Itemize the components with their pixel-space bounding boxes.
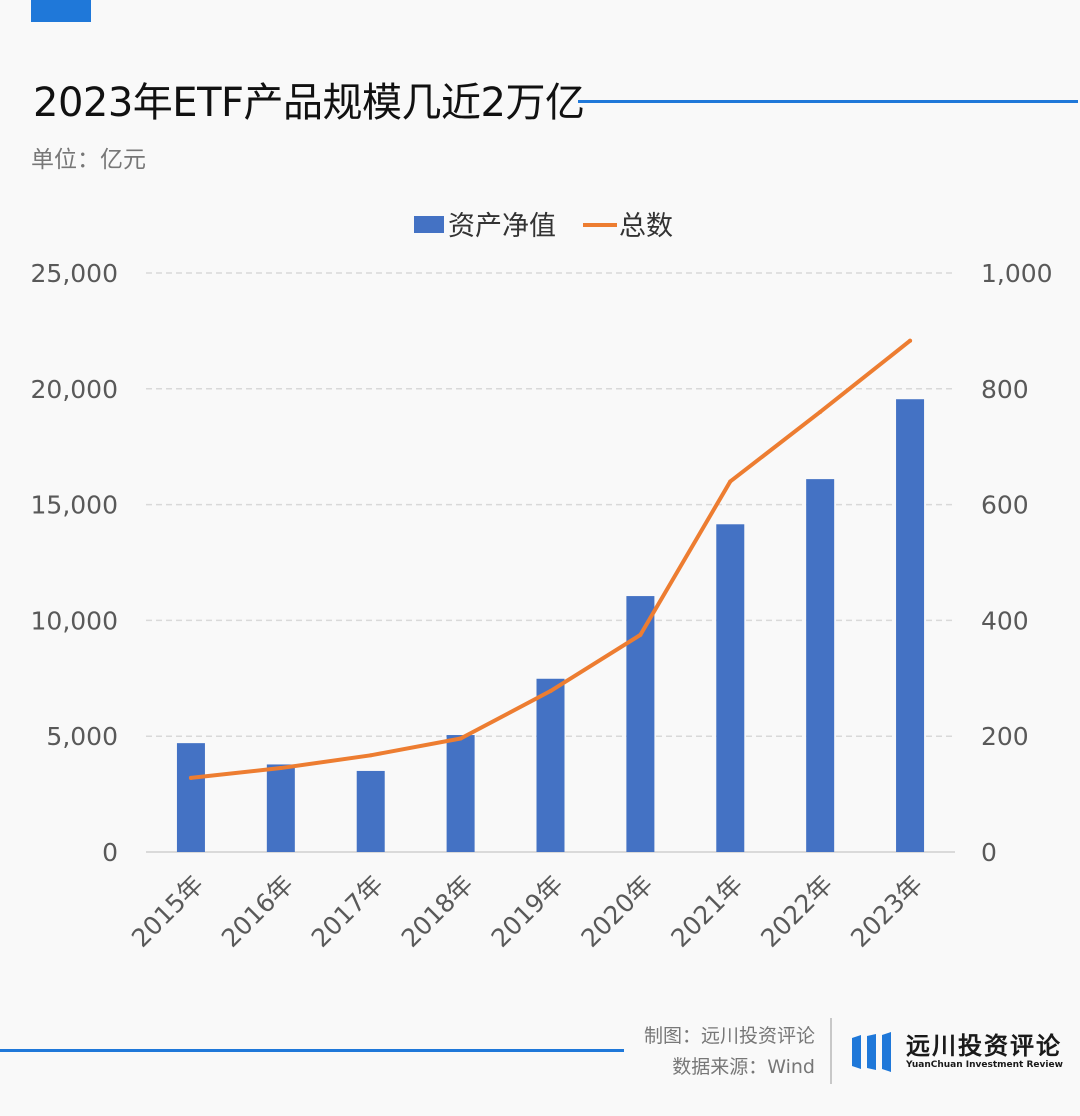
line-point-2021年: [728, 479, 733, 484]
y-left-tick-label: 0: [102, 838, 118, 867]
credits: 制图：远川投资评论 数据来源：Wind: [644, 1021, 815, 1083]
unit-label: 单位：亿元: [31, 147, 146, 173]
y-right-tick-label: 200: [981, 722, 1029, 751]
legend-label-line: 总数: [619, 211, 673, 242]
title-rule: [578, 100, 1078, 103]
y-left-tick-label: 20,000: [31, 375, 118, 404]
footer-rule: [0, 1049, 624, 1052]
line-point-2017年: [368, 753, 373, 758]
bar-2019年: [536, 678, 565, 852]
x-tick-label: 2023年: [845, 870, 928, 953]
y-right-tick-label: 0: [981, 838, 997, 867]
bar-2022年: [806, 479, 835, 852]
bar-2016年: [266, 764, 295, 852]
y-left-tick-label: 10,000: [31, 606, 118, 635]
credit-maker: 制图：远川投资评论: [643, 1025, 815, 1047]
chart: 0 0 5,000 200 10,000 400 15,000 600 20,000 800 25,…: [31, 211, 1053, 953]
x-tick-label: 2022年: [755, 870, 838, 953]
legend-label-bar: 资产净值: [448, 211, 556, 242]
line-point-2022年: [818, 409, 823, 414]
bar-2015年: [176, 743, 205, 852]
y-right-tick-label: 1,000: [981, 259, 1053, 288]
bar-2023年: [896, 399, 925, 852]
line-point-2019年: [548, 689, 553, 694]
brand-logo: 远川投资评论 YuanChuan Investment Review: [852, 1032, 1063, 1072]
x-tick-label: 2020年: [575, 870, 658, 953]
bar-2021年: [716, 524, 745, 852]
y-right-tick-label: 400: [981, 606, 1029, 635]
x-tick-label: 2016年: [216, 870, 299, 953]
line-point-2016年: [278, 766, 283, 771]
line-point-2020年: [638, 632, 643, 637]
x-tick-label: 2021年: [665, 870, 748, 953]
bar-2018年: [446, 735, 475, 852]
bar-2017年: [356, 770, 385, 852]
line-point-2015年: [188, 775, 193, 780]
footer-separator: [830, 1018, 832, 1084]
page-title: 2023年ETF产品规模几近2万亿: [33, 80, 585, 126]
logo-bars-icon: [852, 1032, 891, 1072]
logo-name-cn: 远川投资评论: [906, 1032, 1062, 1060]
line-point-2023年: [908, 338, 913, 343]
y-left-tick-label: 5,000: [46, 722, 118, 751]
x-tick-label: 2015年: [126, 870, 209, 953]
credit-source: 数据来源：Wind: [672, 1056, 815, 1078]
y-left-tick-label: 25,000: [31, 259, 118, 288]
x-tick-label: 2017年: [306, 870, 389, 953]
legend-swatch-bar: [414, 216, 444, 233]
y-left-tick-label: 15,000: [31, 491, 118, 520]
y-right-tick-label: 800: [981, 375, 1029, 404]
logo-name-en: YuanChuan Investment Review: [906, 1060, 1063, 1070]
top-accent-tab: [31, 0, 91, 22]
y-right-tick-label: 600: [981, 491, 1029, 520]
line-point-2018年: [458, 736, 463, 741]
x-tick-label: 2018年: [396, 870, 479, 953]
x-tick-label: 2019年: [486, 870, 569, 953]
